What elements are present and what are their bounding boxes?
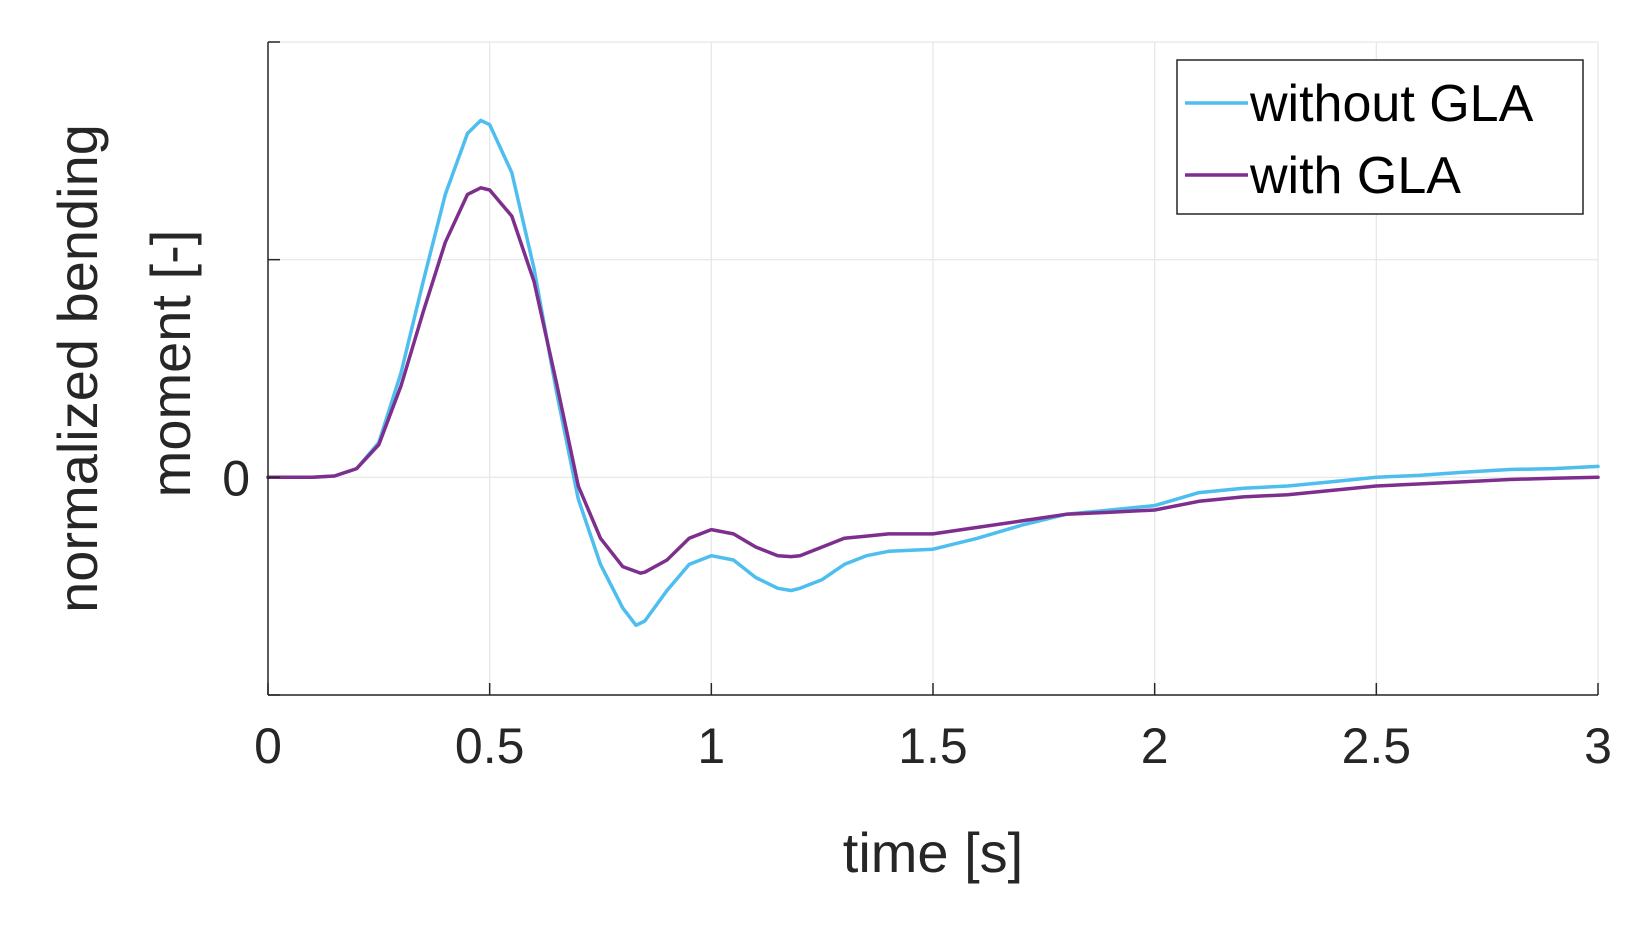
- x-tick-label: 1: [697, 718, 725, 774]
- y-tick-label: 0: [222, 450, 250, 506]
- legend-entry-with-gla: with GLA: [1249, 147, 1461, 205]
- legend-entry-without-gla: without GLA: [1249, 75, 1534, 133]
- series-line-0: [266, 118, 1600, 628]
- y-axis-label-line-1: normalized bending: [46, 124, 109, 613]
- series-line-1: [266, 186, 1600, 575]
- legend: without GLA with GLA: [1176, 59, 1584, 215]
- x-tick-label: 2.5: [1342, 718, 1412, 774]
- x-tick-label: 1.5: [898, 718, 968, 774]
- x-tick-label: 0: [254, 718, 282, 774]
- series-lines: [266, 118, 1600, 628]
- x-tick-label: 3: [1584, 718, 1612, 774]
- x-axis-label: time [s]: [843, 821, 1023, 884]
- y-axis-label-line-2: moment [-]: [139, 230, 202, 498]
- tick-labels: 0 0.5 1 1.5 2 2.5 3 0: [222, 450, 1612, 774]
- axes: [267, 41, 1599, 696]
- x-tick-label: 0.5: [455, 718, 525, 774]
- legend-box: [1176, 59, 1584, 215]
- x-tick-label: 2: [1141, 718, 1169, 774]
